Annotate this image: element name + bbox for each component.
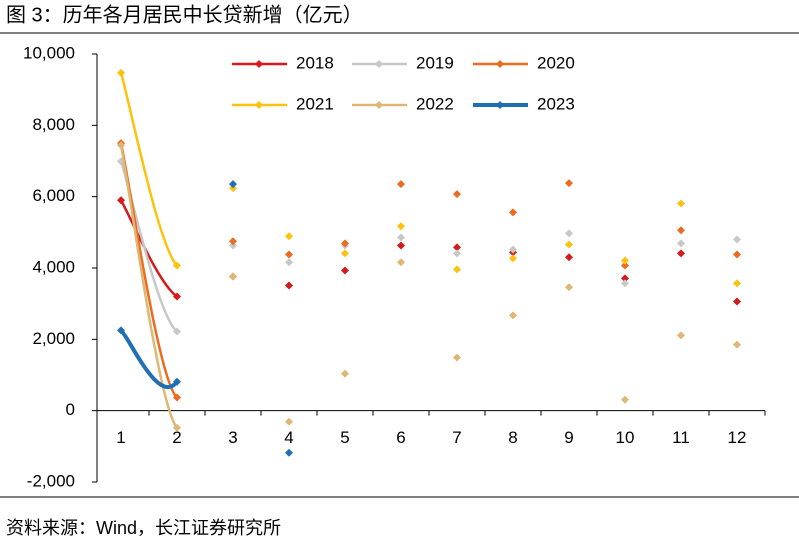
marker bbox=[397, 180, 405, 189]
marker bbox=[565, 283, 573, 292]
x-tick-label: 7 bbox=[452, 428, 461, 447]
marker bbox=[173, 327, 181, 336]
marker bbox=[677, 249, 685, 258]
source: 资料来源：Wind，长江证券研究所 bbox=[6, 518, 281, 538]
marker bbox=[285, 258, 293, 267]
series-line bbox=[119, 72, 178, 267]
marker bbox=[229, 272, 237, 281]
marker bbox=[733, 297, 741, 306]
marker bbox=[565, 179, 573, 188]
marker bbox=[117, 68, 125, 77]
marker bbox=[621, 256, 629, 265]
marker bbox=[453, 243, 461, 252]
legend-label: 2019 bbox=[416, 53, 454, 72]
legend-label: 2022 bbox=[416, 94, 454, 113]
marker bbox=[565, 229, 573, 238]
x-tick-label: 8 bbox=[508, 428, 517, 447]
x-tick-label: 5 bbox=[340, 428, 349, 447]
marker bbox=[117, 141, 125, 150]
marker bbox=[509, 245, 517, 254]
marker bbox=[117, 196, 125, 205]
y-tick-label: 2,000 bbox=[32, 329, 75, 348]
y-tick-label: 6,000 bbox=[32, 186, 75, 205]
x-tick-label: 1 bbox=[116, 428, 125, 447]
marker bbox=[229, 241, 237, 250]
x-tick-label: 4 bbox=[284, 428, 293, 447]
marker bbox=[397, 241, 405, 250]
marker bbox=[733, 250, 741, 259]
marker bbox=[677, 331, 685, 340]
marker bbox=[341, 266, 349, 275]
marker bbox=[509, 254, 517, 263]
marker bbox=[733, 340, 741, 349]
marker bbox=[285, 417, 293, 426]
legend-marker bbox=[496, 101, 504, 109]
x-tick-label: 2 bbox=[172, 428, 181, 447]
legend-label: 2021 bbox=[296, 94, 334, 113]
marker bbox=[173, 261, 181, 270]
y-tick-label: 10,000 bbox=[23, 43, 75, 62]
marker bbox=[173, 292, 181, 301]
legend-marker bbox=[496, 60, 504, 68]
marker bbox=[229, 180, 237, 189]
marker bbox=[565, 240, 573, 249]
marker bbox=[341, 369, 349, 378]
marker bbox=[285, 281, 293, 290]
marker bbox=[341, 249, 349, 258]
marker bbox=[677, 239, 685, 248]
marker bbox=[285, 448, 293, 457]
marker bbox=[509, 208, 517, 217]
marker bbox=[453, 190, 461, 199]
x-tick-label: 9 bbox=[564, 428, 573, 447]
marker bbox=[397, 258, 405, 267]
x-tick-label: 11 bbox=[672, 428, 690, 447]
marker bbox=[341, 239, 349, 248]
legend-marker bbox=[375, 101, 383, 109]
series-line bbox=[119, 142, 178, 399]
marker bbox=[285, 250, 293, 259]
x-tick-label: 3 bbox=[228, 428, 237, 447]
marker bbox=[677, 226, 685, 235]
marker bbox=[509, 311, 517, 320]
marker bbox=[453, 265, 461, 274]
legend-label: 2018 bbox=[296, 53, 334, 72]
marker bbox=[733, 235, 741, 244]
y-tick-label: -2,000 bbox=[27, 471, 75, 490]
x-tick-label: 10 bbox=[616, 428, 635, 447]
y-tick-label: 4,000 bbox=[32, 257, 75, 276]
marker bbox=[285, 232, 293, 241]
y-tick-label: 0 bbox=[66, 400, 75, 419]
marker bbox=[621, 261, 629, 270]
marker bbox=[621, 279, 629, 288]
series-line bbox=[119, 145, 179, 429]
marker bbox=[173, 393, 181, 402]
marker bbox=[173, 423, 181, 432]
series-line bbox=[119, 328, 179, 389]
legend-marker bbox=[255, 60, 263, 68]
marker bbox=[733, 279, 741, 288]
marker bbox=[453, 249, 461, 258]
marker bbox=[229, 237, 237, 246]
x-tick-label: 6 bbox=[396, 428, 405, 447]
marker bbox=[621, 395, 629, 404]
y-tick-label: 8,000 bbox=[32, 115, 75, 134]
marker bbox=[453, 353, 461, 362]
chart-title: 图 3：历年各月居民中长贷新增（亿元） bbox=[6, 3, 363, 26]
marker bbox=[173, 377, 181, 386]
marker bbox=[117, 326, 125, 335]
marker bbox=[621, 274, 629, 283]
legend-label: 2023 bbox=[537, 94, 575, 113]
legend-marker bbox=[255, 101, 263, 109]
marker bbox=[397, 233, 405, 242]
marker bbox=[677, 199, 685, 208]
marker bbox=[565, 253, 573, 262]
x-tick-label: 12 bbox=[728, 428, 747, 447]
marker bbox=[397, 222, 405, 231]
legend-label: 2020 bbox=[537, 53, 575, 72]
legend-marker bbox=[375, 60, 383, 68]
